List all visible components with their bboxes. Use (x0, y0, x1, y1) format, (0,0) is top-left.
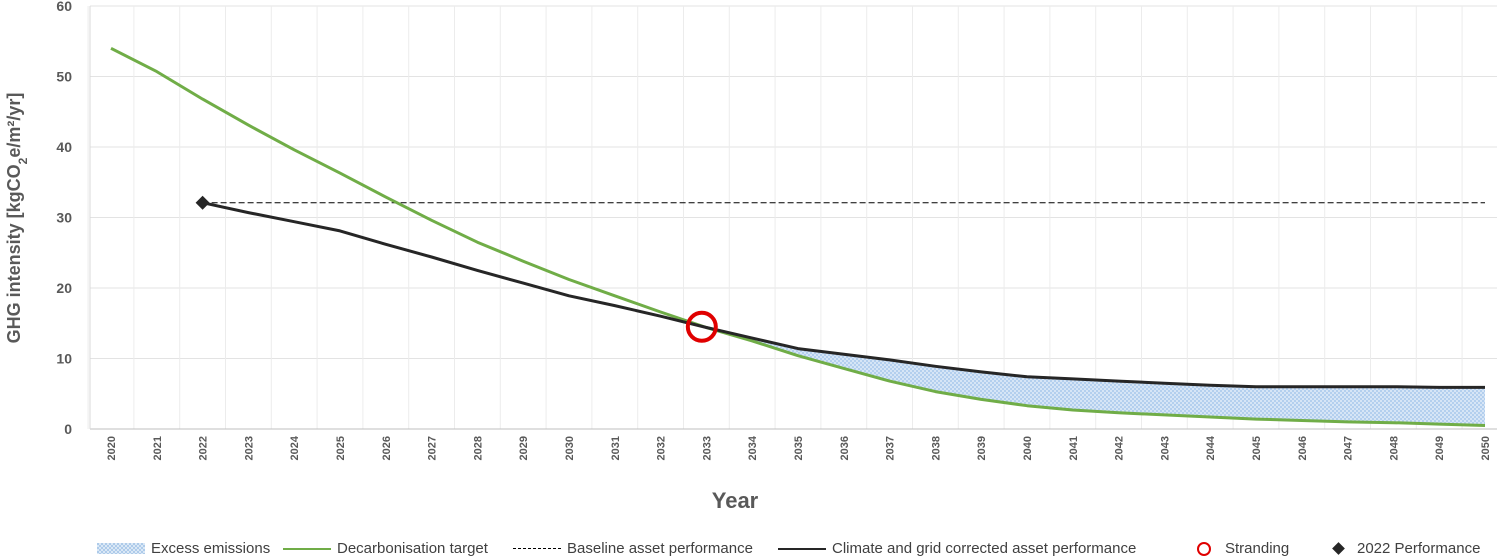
y-tick-label: 30 (56, 210, 72, 226)
series-layer (110, 46, 1486, 427)
legend-label: Decarbonisation target (337, 540, 488, 557)
legend-swatch-dashed (513, 548, 561, 549)
x-tick-label: 2029 (518, 436, 530, 460)
x-tick-label: 2020 (106, 436, 118, 460)
x-tick-label: 2027 (427, 436, 439, 460)
excess-emissions-area-layer (706, 327, 1485, 426)
y-tick-labels: 0 10 20 30 40 50 60 (56, 0, 72, 437)
legend-label: Climate and grid corrected asset perform… (832, 540, 1137, 557)
legend-item-decarbonisation-target: Decarbonisation target (283, 538, 488, 559)
x-tick-label: 2022 (198, 436, 210, 460)
x-tick-label: 2023 (243, 436, 255, 460)
x-tick-label: 2048 (1388, 436, 1400, 460)
x-tick-label: 2044 (1205, 435, 1217, 460)
y-axis-title-subscript: 2 (16, 157, 30, 164)
legend-label: 2022 Performance (1357, 540, 1481, 557)
x-tick-label: 2040 (1022, 436, 1034, 460)
legend: Excess emissions Decarbonisation target … (0, 538, 1500, 559)
x-tick-label: 2046 (1297, 436, 1309, 460)
y-axis-title: GHG intensity [kgCO2e/m²/yr] (4, 93, 30, 344)
excess-emissions-area (706, 327, 1485, 426)
legend-label: Baseline asset performance (567, 540, 753, 557)
y-tick-label: 10 (56, 351, 72, 367)
y-tick-label: 60 (56, 0, 72, 14)
x-tick-label: 2050 (1480, 436, 1492, 460)
stranding-marker (685, 310, 718, 343)
x-tick-label: 2021 (152, 436, 164, 460)
x-tick-label: 2042 (1114, 436, 1126, 460)
x-tick-label: 2043 (1159, 436, 1171, 460)
legend-item-stranding: Stranding (1197, 538, 1289, 559)
legend-item-excess-emissions: Excess emissions (97, 538, 270, 559)
performance-2022-marker (195, 195, 210, 210)
x-tick-labels: 2020 2021 2022 2023 2024 2025 2026 2027 2028 2029… (106, 435, 1492, 460)
x-tick-label: 2031 (610, 436, 622, 460)
legend-swatch-line (283, 547, 331, 550)
legend-swatch-line (778, 547, 826, 550)
x-tick-label: 2032 (656, 436, 668, 460)
x-tick-label: 2041 (1068, 436, 1080, 460)
x-tick-label: 2045 (1251, 436, 1263, 460)
x-tick-label: 2036 (839, 436, 851, 460)
circle-icon (1197, 541, 1211, 556)
y-axis-title-part: e/m²/yr] (4, 93, 24, 158)
y-tick-label: 0 (64, 421, 72, 437)
legend-label: Stranding (1225, 540, 1290, 557)
diamond-icon (1332, 542, 1345, 555)
y-tick-label: 20 (56, 280, 72, 296)
x-tick-label: 2038 (930, 436, 942, 460)
legend-item-baseline: Baseline asset performance (513, 538, 753, 559)
y-axis-title-part: GHG intensity [kgCO (4, 164, 24, 343)
x-tick-label: 2033 (701, 436, 713, 460)
x-tick-label: 2025 (335, 436, 347, 460)
decarbonisation-target-line (110, 46, 1486, 427)
marker-layer (195, 195, 718, 343)
legend-item-corrected-performance: Climate and grid corrected asset perform… (778, 538, 1136, 559)
x-tick-label: 2039 (976, 436, 988, 460)
x-tick-label: 2028 (472, 436, 484, 460)
corrected-asset-performance-line (202, 201, 1485, 389)
x-tick-label: 2030 (564, 436, 576, 460)
grid (87, 5, 1497, 429)
legend-item-2022-performance: 2022 Performance (1332, 538, 1481, 559)
axes (89, 6, 1497, 430)
x-tick-label: 2049 (1434, 436, 1446, 460)
x-tick-label: 2047 (1343, 436, 1355, 460)
legend-swatch-area (97, 543, 145, 554)
x-tick-label: 2035 (793, 436, 805, 460)
x-tick-label: 2024 (289, 435, 301, 460)
x-tick-label: 2026 (381, 436, 393, 460)
legend-label: Excess emissions (151, 540, 271, 557)
x-axis-title: Year (712, 488, 759, 513)
y-tick-label: 40 (56, 139, 72, 155)
y-tick-label: 50 (56, 69, 72, 85)
x-tick-label: 2034 (747, 435, 759, 460)
x-tick-label: 2037 (885, 436, 897, 460)
